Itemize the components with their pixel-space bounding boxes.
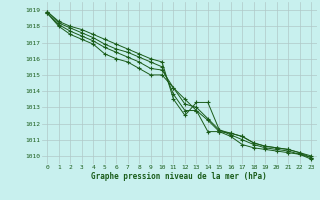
- X-axis label: Graphe pression niveau de la mer (hPa): Graphe pression niveau de la mer (hPa): [91, 172, 267, 181]
